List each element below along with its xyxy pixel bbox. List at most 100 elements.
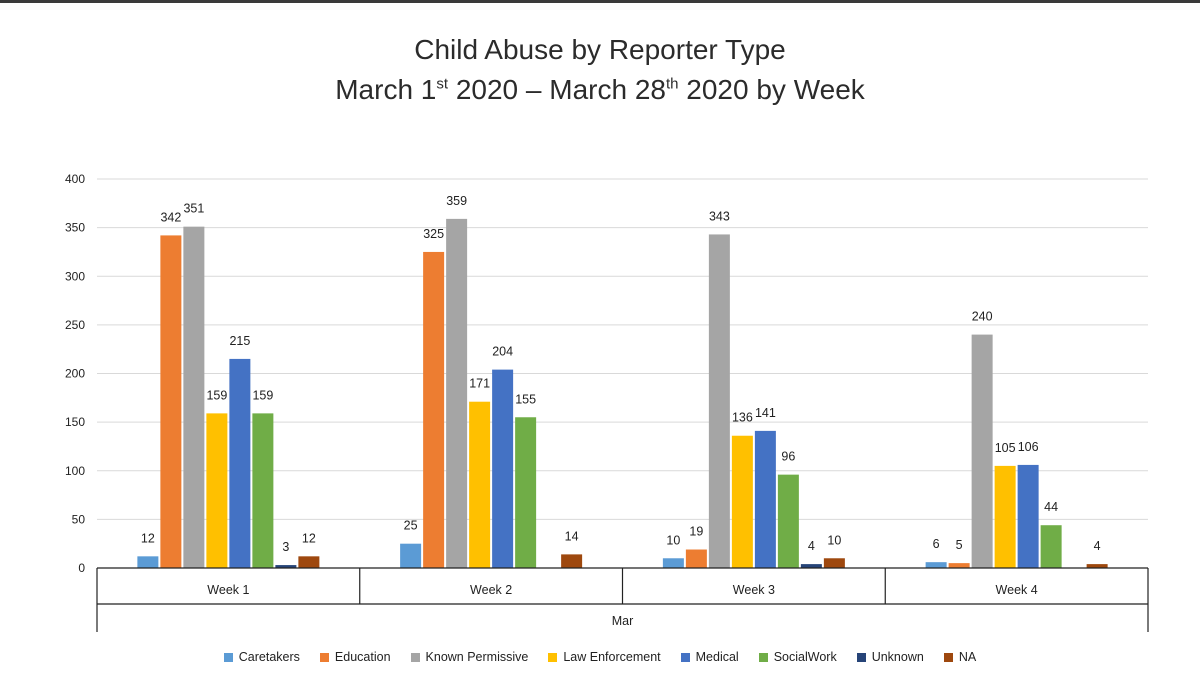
bar-law-enforcement bbox=[469, 401, 491, 568]
data-label: 10 bbox=[666, 533, 680, 547]
x-tick-label: Week 1 bbox=[207, 583, 249, 597]
bar-medical bbox=[754, 430, 776, 568]
bar-na bbox=[823, 558, 845, 568]
legend-label: Medical bbox=[695, 650, 739, 664]
y-tick-label: 300 bbox=[65, 269, 85, 283]
data-label: 240 bbox=[972, 310, 993, 324]
x-axis-label: Mar bbox=[612, 614, 634, 628]
legend-swatch bbox=[758, 652, 768, 662]
data-label: 171 bbox=[469, 377, 490, 391]
top-border bbox=[0, 0, 1200, 3]
bar-socialwork bbox=[1040, 525, 1062, 568]
x-tick-label: Week 2 bbox=[470, 583, 512, 597]
data-label: 3 bbox=[282, 540, 289, 554]
data-label: 25 bbox=[404, 519, 418, 533]
bar-known-permissive bbox=[446, 218, 468, 568]
data-label: 155 bbox=[515, 392, 536, 406]
data-label: 141 bbox=[755, 406, 776, 420]
legend-item: NA bbox=[943, 650, 977, 664]
data-label: 12 bbox=[302, 531, 316, 545]
legend-label: NA bbox=[958, 650, 977, 664]
legend-swatch bbox=[943, 652, 953, 662]
y-tick-label: 250 bbox=[65, 318, 85, 332]
data-label: 96 bbox=[781, 450, 795, 464]
legend-label: Law Enforcement bbox=[563, 650, 661, 664]
data-label: 105 bbox=[995, 441, 1016, 455]
bar-known-permissive bbox=[708, 234, 730, 568]
chart-legend: Caretakers Education Known Permissive Law E… bbox=[0, 650, 1200, 664]
legend-label: Known Permissive bbox=[425, 650, 529, 664]
y-tick-label: 50 bbox=[72, 512, 86, 526]
legend-label: Education bbox=[334, 650, 391, 664]
legend-item: Medical bbox=[680, 650, 739, 664]
legend-swatch bbox=[680, 652, 690, 662]
legend-label: Unknown bbox=[871, 650, 924, 664]
data-label: 5 bbox=[956, 538, 963, 552]
data-label: 159 bbox=[206, 388, 227, 402]
data-label: 359 bbox=[446, 194, 467, 208]
bar-education bbox=[160, 235, 182, 568]
bar-medical bbox=[1017, 464, 1039, 568]
bar-socialwork bbox=[252, 413, 274, 568]
bar-caretakers bbox=[400, 543, 422, 568]
legend-item: Law Enforcement bbox=[548, 650, 661, 664]
data-label: 136 bbox=[732, 411, 753, 425]
x-tick-label: Week 3 bbox=[733, 583, 775, 597]
bar-na bbox=[561, 554, 583, 568]
data-label: 12 bbox=[141, 531, 155, 545]
data-label: 14 bbox=[565, 529, 579, 543]
bar-law-enforcement bbox=[731, 435, 753, 568]
bar-known-permissive bbox=[971, 334, 993, 568]
chart-title: Child Abuse by Reporter Type March 1st 2… bbox=[0, 30, 1200, 110]
bar-socialwork bbox=[777, 474, 799, 568]
data-label: 44 bbox=[1044, 500, 1058, 514]
data-label: 10 bbox=[827, 533, 841, 547]
chart-title-line-1: Child Abuse by Reporter Type bbox=[414, 34, 786, 65]
data-label: 351 bbox=[183, 202, 204, 216]
legend-label: Caretakers bbox=[238, 650, 300, 664]
title-part: March 1 bbox=[335, 74, 437, 105]
data-label: 159 bbox=[252, 388, 273, 402]
legend-item: Known Permissive bbox=[410, 650, 529, 664]
title-superscript: st bbox=[436, 75, 449, 93]
legend-item: Unknown bbox=[856, 650, 924, 664]
data-label: 4 bbox=[808, 539, 815, 553]
bar-education bbox=[685, 549, 707, 568]
legend-item: SocialWork bbox=[758, 650, 837, 664]
data-label: 106 bbox=[1018, 440, 1039, 454]
data-label: 215 bbox=[229, 334, 250, 348]
data-label: 342 bbox=[160, 210, 181, 224]
title-part: 2020 – March 28 bbox=[448, 74, 666, 105]
bar-socialwork bbox=[515, 417, 537, 568]
title-part: 2020 by Week bbox=[678, 74, 865, 105]
bar-unknown bbox=[800, 564, 822, 568]
data-label: 343 bbox=[709, 209, 730, 223]
data-label: 6 bbox=[933, 537, 940, 551]
data-label: 325 bbox=[423, 227, 444, 241]
legend-item: Caretakers bbox=[223, 650, 300, 664]
bar-na bbox=[1086, 564, 1108, 568]
data-label: 19 bbox=[689, 525, 703, 539]
chart-title-line-2: March 1st 2020 – March 28th 2020 by Week bbox=[0, 70, 1200, 110]
bar-caretakers bbox=[662, 558, 684, 568]
bar-law-enforcement bbox=[206, 413, 228, 568]
data-label: 4 bbox=[1094, 539, 1101, 553]
y-tick-label: 350 bbox=[65, 221, 85, 235]
y-tick-label: 150 bbox=[65, 415, 85, 429]
legend-swatch bbox=[223, 652, 233, 662]
legend-swatch bbox=[856, 652, 866, 662]
bar-caretakers bbox=[137, 556, 159, 568]
y-tick-label: 200 bbox=[65, 367, 85, 381]
bar-unknown bbox=[275, 565, 297, 568]
data-label: 204 bbox=[492, 345, 513, 359]
bar-known-permissive bbox=[183, 226, 205, 568]
bar-na bbox=[298, 556, 320, 568]
legend-swatch bbox=[410, 652, 420, 662]
bar-education bbox=[423, 251, 445, 568]
legend-label: SocialWork bbox=[773, 650, 837, 664]
bar-law-enforcement bbox=[994, 465, 1016, 568]
bar-medical bbox=[229, 358, 251, 568]
bar-caretakers bbox=[925, 562, 947, 568]
y-tick-label: 400 bbox=[65, 172, 85, 186]
